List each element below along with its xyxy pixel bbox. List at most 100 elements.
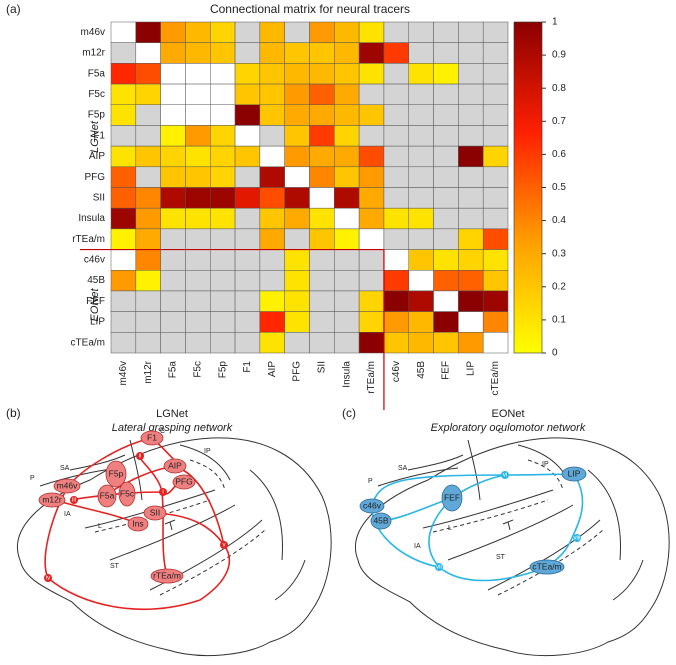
cell <box>458 249 484 271</box>
cell <box>458 332 484 354</box>
empty-cell <box>309 270 335 292</box>
cell <box>358 187 385 209</box>
empty-cell <box>408 125 434 147</box>
node <box>118 481 136 507</box>
empty-cell <box>284 228 310 250</box>
node-label: PFG <box>175 476 192 486</box>
cell <box>458 145 484 168</box>
colorbar-tick-label: 0.2 <box>552 281 566 292</box>
empty-cell <box>433 42 459 64</box>
cell <box>135 21 161 43</box>
colorbar <box>513 21 543 354</box>
cell <box>458 270 484 292</box>
panel-title: EONet <box>491 408 524 420</box>
sulcus-label: IA <box>64 511 71 518</box>
group-label: EONet <box>89 288 101 322</box>
white-cell <box>383 249 409 271</box>
cell <box>259 42 285 64</box>
cell <box>110 145 137 168</box>
sulcus-label: C <box>160 428 165 435</box>
white-cell <box>185 104 211 126</box>
col-label: c46v <box>391 361 402 382</box>
cell <box>284 145 310 168</box>
node <box>529 559 565 575</box>
empty-cell <box>358 125 385 147</box>
node <box>127 516 149 532</box>
sulcus-label: IP <box>204 448 211 455</box>
col-label: SII <box>317 361 328 373</box>
empty-cell <box>383 187 409 209</box>
empty-cell <box>210 332 236 354</box>
cell <box>309 63 335 85</box>
cell <box>358 207 385 230</box>
empty-cell <box>259 125 285 147</box>
white-cell <box>309 187 335 209</box>
cell <box>234 83 261 105</box>
cell <box>185 21 211 43</box>
relay <box>501 471 509 479</box>
white-cell <box>458 311 484 333</box>
row-label: F1 <box>93 130 105 141</box>
cell <box>210 187 236 209</box>
node-label: F5a <box>100 490 115 500</box>
cell <box>433 311 459 333</box>
cell <box>408 207 434 230</box>
white-cell <box>110 21 137 43</box>
empty-cell <box>433 228 459 250</box>
panel-b: (b) LGNet Lateral grasping network F1 F5… <box>6 406 332 657</box>
white-cell <box>160 104 186 126</box>
cell <box>234 63 261 85</box>
panel-subtitle: Exploratory oculomotor network <box>431 422 586 434</box>
colorbar-tick-label: 0.9 <box>552 50 566 61</box>
empty-cell <box>185 270 211 292</box>
panel-subtitle: Lateral grasping network <box>112 422 233 434</box>
empty-cell <box>334 311 360 333</box>
node-label: F5c <box>120 488 135 498</box>
cell <box>185 125 211 147</box>
cell <box>259 311 285 333</box>
row-label: F5p <box>88 110 106 121</box>
cell <box>334 166 360 188</box>
node-label: SII <box>150 507 160 517</box>
empty-cell <box>334 270 360 292</box>
cell <box>110 104 137 126</box>
white-cell <box>210 83 236 105</box>
relay-label: v <box>223 543 226 549</box>
colorbar-tick-label: 0.1 <box>552 315 566 326</box>
cell <box>259 187 285 209</box>
empty-cell <box>358 270 385 292</box>
cell <box>284 63 310 85</box>
relay <box>435 563 443 571</box>
cell <box>482 249 509 271</box>
cell <box>383 332 409 354</box>
panel-label: (b) <box>6 406 21 420</box>
empty-cell <box>458 125 484 147</box>
cell <box>135 270 161 292</box>
relay-label: iii <box>72 498 76 504</box>
col-label: F5p <box>217 361 228 379</box>
colorbar-tick-label: 0.5 <box>552 182 566 193</box>
cell <box>408 332 434 354</box>
cell <box>309 83 335 105</box>
empty-cell <box>185 332 211 354</box>
row-label: SII <box>93 192 105 203</box>
empty-cell <box>408 21 434 43</box>
node <box>97 484 117 508</box>
node <box>143 505 167 521</box>
empty-cell <box>482 207 509 230</box>
cell <box>334 63 360 85</box>
relay-label: ii <box>139 454 142 460</box>
white-cell <box>334 207 360 230</box>
empty-cell <box>160 249 186 271</box>
col-label: F5a <box>168 361 179 379</box>
empty-cell <box>234 228 261 250</box>
empty-cell <box>210 311 236 333</box>
cell <box>433 270 459 292</box>
panel-c: (c) EONet Exploratory oculomotor network… <box>342 406 670 657</box>
empty-cell <box>110 290 137 312</box>
cell <box>309 21 335 43</box>
cell <box>433 332 459 354</box>
cell <box>210 21 236 43</box>
white-cell <box>433 290 459 312</box>
cell <box>284 42 310 64</box>
